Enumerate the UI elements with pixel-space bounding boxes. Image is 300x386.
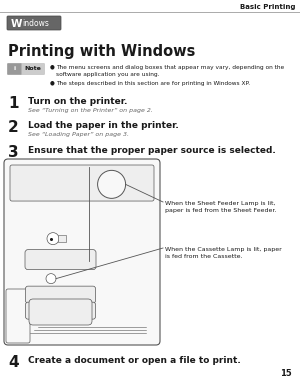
FancyBboxPatch shape bbox=[26, 302, 95, 319]
Text: Turn on the printer.: Turn on the printer. bbox=[28, 97, 128, 106]
Text: See “Turning on the Printer” on page 2.: See “Turning on the Printer” on page 2. bbox=[28, 108, 153, 113]
Text: The steps described in this section are for printing in Windows XP.: The steps described in this section are … bbox=[56, 81, 250, 86]
Text: 15: 15 bbox=[280, 369, 292, 378]
Text: See “Loading Paper” on page 3.: See “Loading Paper” on page 3. bbox=[28, 132, 129, 137]
Circle shape bbox=[46, 274, 56, 284]
FancyBboxPatch shape bbox=[29, 299, 92, 325]
Circle shape bbox=[47, 233, 59, 245]
Text: ●: ● bbox=[50, 80, 55, 85]
Text: ●: ● bbox=[50, 64, 55, 69]
Text: 3: 3 bbox=[8, 145, 19, 160]
Text: Note: Note bbox=[25, 66, 41, 71]
Text: The menu screens and dialog boxes that appear may vary, depending on the
softwar: The menu screens and dialog boxes that a… bbox=[56, 65, 284, 77]
Text: Printing with Windows: Printing with Windows bbox=[8, 44, 195, 59]
Text: i: i bbox=[14, 66, 16, 71]
Text: 1: 1 bbox=[8, 96, 19, 111]
Text: When the Cassette Lamp is lit, paper
is fed from the Cassette.: When the Cassette Lamp is lit, paper is … bbox=[165, 247, 282, 259]
FancyBboxPatch shape bbox=[6, 289, 30, 343]
FancyBboxPatch shape bbox=[4, 159, 160, 345]
FancyBboxPatch shape bbox=[10, 165, 154, 201]
Text: 2: 2 bbox=[8, 120, 19, 135]
FancyBboxPatch shape bbox=[26, 286, 95, 303]
Text: W: W bbox=[11, 19, 22, 29]
Text: 4: 4 bbox=[8, 355, 19, 370]
Bar bbox=[58, 235, 66, 242]
Circle shape bbox=[98, 170, 126, 198]
FancyBboxPatch shape bbox=[22, 64, 44, 74]
FancyBboxPatch shape bbox=[25, 250, 96, 270]
FancyBboxPatch shape bbox=[8, 64, 22, 74]
Text: Create a document or open a file to print.: Create a document or open a file to prin… bbox=[28, 356, 241, 365]
Text: Basic Printing: Basic Printing bbox=[239, 4, 295, 10]
Text: indows: indows bbox=[22, 19, 49, 27]
Text: Load the paper in the printer.: Load the paper in the printer. bbox=[28, 121, 179, 130]
FancyBboxPatch shape bbox=[7, 16, 61, 30]
Text: Ensure that the proper paper source is selected.: Ensure that the proper paper source is s… bbox=[28, 146, 276, 155]
Text: When the Sheet Feeder Lamp is lit,
paper is fed from the Sheet Feeder.: When the Sheet Feeder Lamp is lit, paper… bbox=[165, 201, 276, 213]
